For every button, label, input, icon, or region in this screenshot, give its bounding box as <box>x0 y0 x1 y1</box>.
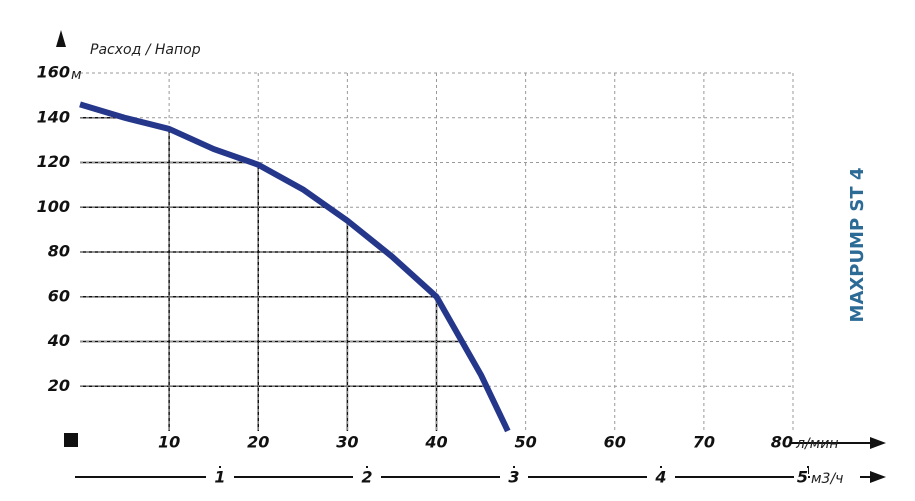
y-tick-label: 60 <box>48 286 70 305</box>
y-unit: м <box>71 67 82 83</box>
x-tick-label: 70 <box>693 433 715 452</box>
y-tick-label: 140 <box>37 107 70 126</box>
curve <box>79 101 511 433</box>
x-tick-label: 10 <box>158 433 180 452</box>
origin-square <box>64 433 78 447</box>
x-tick-label: 80 <box>771 433 793 452</box>
x2-tick-label: 1 <box>214 468 225 487</box>
y-arrow <box>56 30 66 47</box>
x2-tick-label: 5 <box>797 468 808 487</box>
x-arrow <box>870 437 886 449</box>
x-tick-label: 20 <box>247 433 269 452</box>
x2-arrow <box>870 471 886 483</box>
y-tick-label: 80 <box>48 242 70 261</box>
y-tick-label: 40 <box>47 331 70 350</box>
x2-label-bg <box>647 468 675 486</box>
x2-unit: м3/ч <box>811 471 843 487</box>
y-tick-label: 120 <box>37 152 70 171</box>
x2-tick-label: 4 <box>654 468 666 487</box>
x-tick-label: 50 <box>514 433 536 452</box>
x-tick-label: 60 <box>604 433 626 452</box>
x2-label-bg <box>794 468 808 486</box>
x-tick-label: 40 <box>424 433 447 452</box>
x-unit: л/мин <box>795 436 838 452</box>
x2-label-bg <box>500 468 528 486</box>
x2-tick-label: 2 <box>361 468 372 487</box>
y-tick-label: 160 <box>37 63 70 82</box>
y-title: Расход / Напор <box>90 42 201 58</box>
side-title: MAXPUMP ST 4 <box>847 168 868 323</box>
x2-unit-bg <box>810 468 860 486</box>
x-tick-label: 30 <box>336 433 358 452</box>
y-tick-label: 20 <box>48 376 70 395</box>
y-tick-label: 100 <box>37 197 70 216</box>
x2-tick-label: 3 <box>508 468 519 487</box>
x2-label-bg <box>206 468 234 486</box>
x2-label-bg <box>353 468 381 486</box>
